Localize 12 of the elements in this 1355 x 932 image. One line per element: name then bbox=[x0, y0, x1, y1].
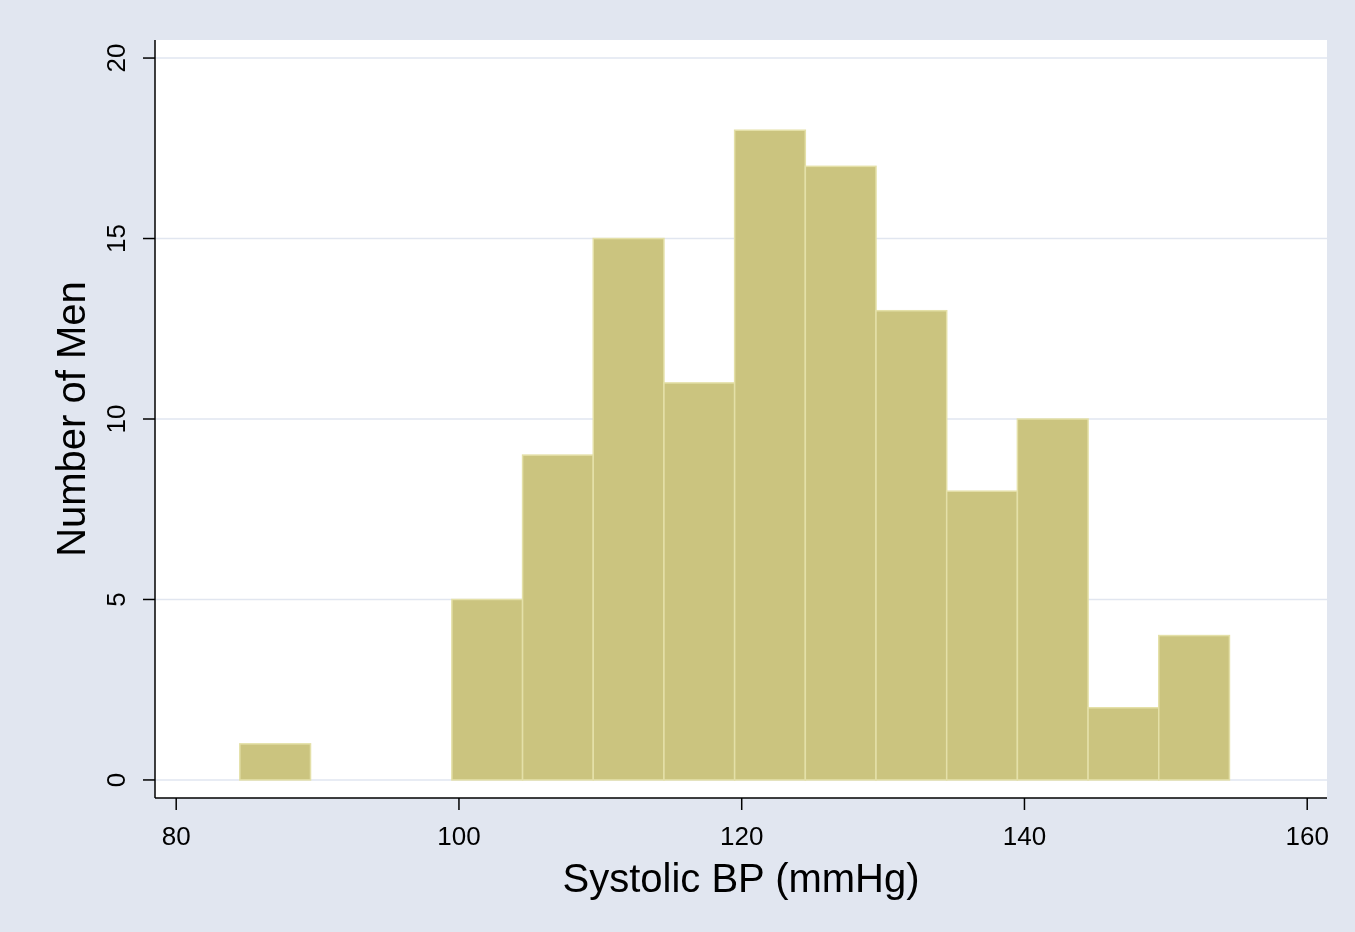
y-tick-label: 0 bbox=[101, 772, 131, 788]
y-axis-title: Number of Men bbox=[49, 281, 93, 557]
y-tick-label: 5 bbox=[101, 592, 131, 607]
x-tick-label: 100 bbox=[437, 821, 481, 851]
y-tick-label: 20 bbox=[101, 43, 131, 73]
x-axis-title: Systolic BP (mmHg) bbox=[562, 856, 920, 900]
y-tick-label: 15 bbox=[101, 224, 131, 253]
x-tick-label: 140 bbox=[1002, 821, 1047, 851]
x-tick-label: 80 bbox=[161, 821, 191, 851]
y-tick-label: 10 bbox=[101, 404, 131, 434]
x-tick-label: 120 bbox=[720, 821, 764, 851]
x-tick-label: 160 bbox=[1285, 821, 1329, 851]
